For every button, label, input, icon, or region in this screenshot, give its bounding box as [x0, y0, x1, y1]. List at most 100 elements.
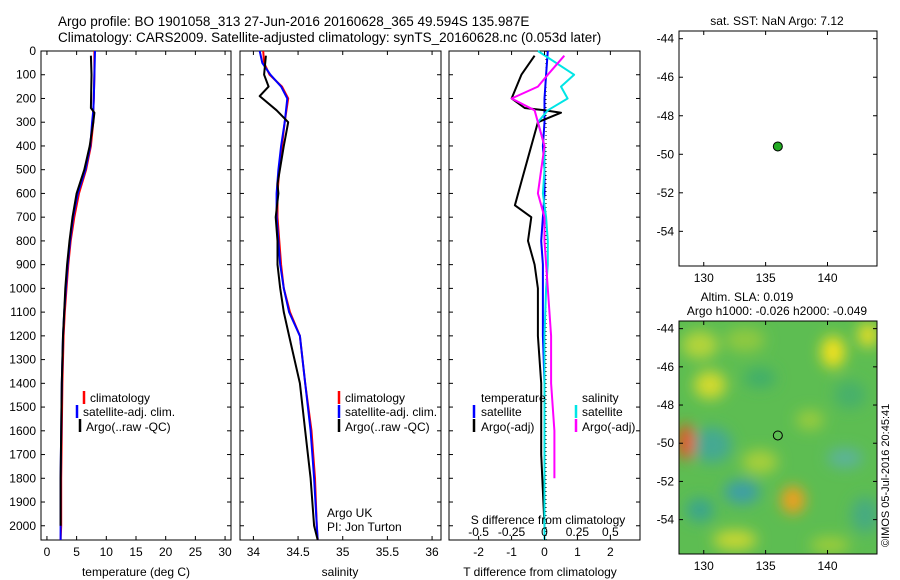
- s-tick-label: -0.5: [468, 525, 489, 539]
- x-tick-label: 5: [73, 545, 80, 559]
- credit-label: ©IMOS 05-Jul-2016 20:45:41: [880, 404, 892, 547]
- x-tick-label: 15: [129, 545, 143, 559]
- x-tick-label: 2: [607, 545, 614, 559]
- y-tick-label: 1400: [9, 376, 36, 390]
- x-tick-label: 35: [336, 545, 350, 559]
- x-tick-label: -2: [473, 545, 484, 559]
- y-tick-label: -46: [657, 70, 675, 84]
- s-tick-label: 0.5: [602, 525, 619, 539]
- y-tick-label: -54: [657, 513, 675, 527]
- y-tick-label: 300: [16, 115, 36, 129]
- float-pi-label: PI: Jon Turton: [327, 520, 402, 534]
- x-tick-label: 140: [817, 271, 837, 285]
- series-line-2: [59, 55, 96, 526]
- x-tick-label: 25: [189, 545, 203, 559]
- argo-float-marker: [772, 141, 783, 152]
- temperature-profile-panel: 0 5 10 15 20 25 300100200300400500600700800900…: [9, 44, 232, 579]
- y-tick-label: -54: [657, 224, 675, 238]
- y-tick-label: 2000: [9, 519, 36, 533]
- sla-map-ticks: 130 135 140 -44 -46 -48 -50 -52 -54: [657, 321, 877, 573]
- sst-map-points: [772, 141, 783, 152]
- x-tick-label: 30: [218, 545, 232, 559]
- legend-title-salinity: salinity: [582, 391, 619, 405]
- y-tick-label: -50: [657, 436, 675, 450]
- y-tick-label: 100: [16, 68, 36, 82]
- x-tick-label: 20: [159, 545, 173, 559]
- y-tick-label: 1300: [9, 353, 36, 367]
- t-difference-xlabel: T difference from climatology: [463, 565, 617, 579]
- y-tick-label: -50: [657, 147, 675, 161]
- y-tick-label: -48: [657, 109, 675, 123]
- s-tick-label: -0.25: [498, 525, 526, 539]
- y-tick-label: -44: [657, 322, 675, 336]
- s-difference-label: S difference from climatology: [471, 513, 626, 527]
- salinity-profile-panel: 34 34.5 35 35.5 36 salinity climatology sate…: [239, 50, 442, 579]
- y-tick-label: 200: [16, 91, 36, 105]
- y-tick-label: 400: [16, 139, 36, 153]
- argo-float-marker: [772, 430, 783, 441]
- salinity-plot-frame: [239, 50, 442, 541]
- salinity-xlabel: salinity: [322, 565, 359, 579]
- x-tick-label: 135: [756, 559, 776, 573]
- s-tick-label: 0.25: [566, 525, 590, 539]
- legend-label-s-satellite: satellite: [582, 405, 623, 419]
- y-tick-label: -52: [657, 186, 675, 200]
- sla-map-frame: [678, 320, 878, 555]
- legend-label-satellite: satellite-adj. clim.: [345, 405, 437, 419]
- temperature-xlabel: temperature (deg C): [82, 565, 190, 579]
- x-tick-label: 0: [44, 545, 51, 559]
- sla-subtitle: Argo h1000: -0.026 h2000: -0.049: [687, 304, 867, 318]
- temperature-ticks: 0 5 10 15 20 25 300100200300400500600700800900…: [9, 44, 232, 559]
- difference-legend: temperature satellite Argo(-adj) salinit…: [472, 391, 635, 434]
- x-tick-label: 35.5: [376, 545, 400, 559]
- y-tick-label: -44: [657, 32, 675, 46]
- x-tick-label: 130: [694, 559, 714, 573]
- header-line2: Climatology: CARS2009. Satellite-adjuste…: [58, 30, 601, 45]
- legend-label-s-argo: Argo(-adj): [582, 420, 635, 434]
- series-line-3: [510, 55, 566, 479]
- x-tick-label: 130: [694, 271, 714, 285]
- salinity-legend: climatology satellite-adj. clim. Argo(..…: [337, 391, 437, 434]
- difference-profile-panel: -2 -1 0 1 2 -0.5 -0.25 0 0.25 0.5 S difference fr…: [448, 50, 641, 579]
- temperature-plot-frame: [40, 50, 232, 541]
- y-tick-label: 800: [16, 234, 36, 248]
- sla-heatmap: [679, 321, 877, 554]
- series-line-2: [258, 55, 319, 541]
- y-tick-label: 600: [16, 186, 36, 200]
- sst-map-panel: sat. SST: NaN Argo: 7.12 130 135 140 -44 -46…: [657, 14, 878, 285]
- legend-label-t-satellite: satellite: [481, 405, 522, 419]
- x-tick-label: 36: [425, 545, 439, 559]
- y-tick-label: 1500: [9, 400, 36, 414]
- series-line-1: [510, 55, 562, 526]
- y-tick-label: 700: [16, 210, 36, 224]
- legend-label-t-argo: Argo(-adj): [481, 420, 534, 434]
- legend-label-satellite: satellite-adj. clim.: [83, 405, 175, 419]
- y-tick-label: 1900: [9, 495, 36, 509]
- legend-label-argo: Argo(..raw -QC): [86, 420, 171, 434]
- x-tick-label: 0: [541, 545, 548, 559]
- legend-label-climatology: climatology: [345, 391, 405, 405]
- x-tick-label: 140: [817, 559, 837, 573]
- legend-label-argo: Argo(..raw -QC): [345, 420, 430, 434]
- salinity-ticks: 34 34.5 35 35.5 36: [240, 50, 441, 559]
- x-tick-label: -1: [506, 545, 517, 559]
- y-tick-label: 1600: [9, 424, 36, 438]
- difference-lines: [510, 50, 576, 540]
- sla-heatmap-blobs: [679, 323, 877, 553]
- sla-title: Altim. SLA: 0.019: [701, 290, 794, 304]
- x-tick-label: 1: [574, 545, 581, 559]
- sst-map-ticks: 130 135 140 -44 -46 -48 -50 -52 -54: [657, 31, 877, 285]
- sst-map-title: sat. SST: NaN Argo: 7.12: [710, 14, 844, 28]
- legend-title-temperature: temperature: [481, 391, 546, 405]
- y-tick-label: -52: [657, 474, 675, 488]
- y-tick-label: -48: [657, 398, 675, 412]
- float-owner-label: Argo UK: [327, 506, 372, 520]
- salinity-lines: [258, 50, 319, 541]
- y-tick-label: 900: [16, 258, 36, 272]
- temperature-legend: climatology satellite-adj. clim. Argo(..…: [75, 391, 175, 434]
- difference-ticks: -2 -1 0 1 2 -0.5 -0.25 0 0.25 0.5: [449, 50, 640, 559]
- s-tick-label: 0: [541, 525, 548, 539]
- temperature-lines: [59, 50, 96, 541]
- y-tick-label: 500: [16, 163, 36, 177]
